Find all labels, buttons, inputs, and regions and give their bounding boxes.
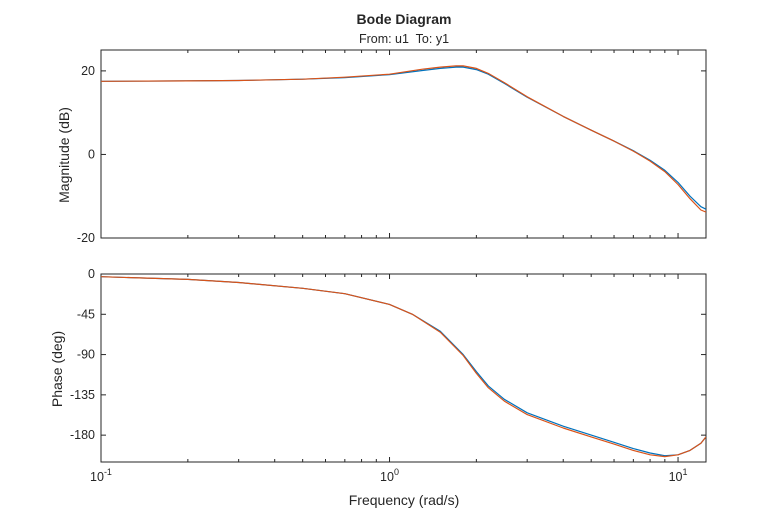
y-tick-label: -90 bbox=[77, 348, 95, 362]
phase-axes-box bbox=[100, 273, 707, 463]
chart-subtitle: From: u1 To: y1 bbox=[359, 32, 449, 46]
y-tick-label: -135 bbox=[70, 388, 95, 402]
y-tick-label: -20 bbox=[77, 231, 95, 245]
y-tick-label: -45 bbox=[77, 307, 95, 321]
chart-title: Bode Diagram bbox=[357, 11, 452, 27]
magnitude-panel: 20 0 -20 bbox=[77, 49, 707, 245]
x-tick-label: 101 bbox=[669, 467, 688, 484]
x-tick-label: 100 bbox=[380, 467, 399, 484]
x-tick-label: 10-1 bbox=[90, 467, 112, 484]
y-tick-label: 20 bbox=[81, 64, 95, 78]
x-axis-label: Frequency (rad/s) bbox=[349, 492, 459, 508]
phase-panel: 0 -45 -90 -135 -180 bbox=[70, 267, 707, 463]
magnitude-series-2-line bbox=[101, 65, 706, 213]
y-tick-label: -180 bbox=[70, 428, 95, 442]
x-tick-labels: 10-1 100 101 bbox=[90, 467, 687, 484]
phase-series-2-line bbox=[101, 276, 706, 458]
phase-y-axis-label: Phase (deg) bbox=[49, 331, 65, 407]
magnitude-y-axis-label: Magnitude (dB) bbox=[56, 107, 72, 203]
y-tick-label: 0 bbox=[88, 147, 95, 161]
magnitude-axes-box bbox=[100, 49, 707, 239]
y-tick-label: 0 bbox=[88, 267, 95, 281]
